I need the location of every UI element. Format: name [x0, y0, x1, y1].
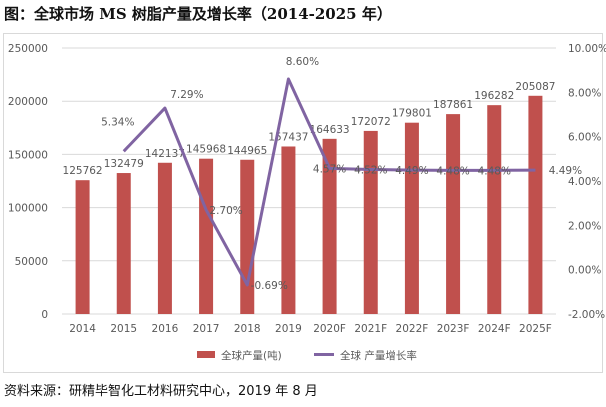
- bar: [363, 130, 378, 314]
- bar: [157, 162, 172, 314]
- growth-value-label: 4.49%: [395, 165, 428, 177]
- right-axis-tick: 6.00%: [568, 132, 601, 144]
- growth-value-label: 4.57%: [313, 163, 346, 175]
- bar-value-label: 164633: [310, 124, 350, 136]
- left-axis-tick: 100000: [8, 203, 48, 215]
- x-axis-tick: 2023F: [437, 323, 470, 335]
- growth-value-label: -0.69%: [251, 280, 288, 292]
- bar: [446, 114, 461, 314]
- x-axis-tick: 2019: [275, 323, 302, 335]
- growth-value-label: 4.49%: [549, 165, 582, 177]
- right-axis-tick: 10.00%: [568, 43, 606, 55]
- bar: [322, 138, 337, 314]
- growth-value-label: 4.48%: [436, 165, 469, 177]
- right-axis-tick: 8.00%: [568, 87, 601, 99]
- right-axis-tick: -2.00%: [568, 309, 605, 321]
- chart-frame: [3, 33, 603, 373]
- bar: [487, 105, 502, 315]
- x-axis-tick: 2022F: [396, 323, 429, 335]
- bar: [404, 122, 419, 314]
- x-axis-tick: 2025F: [519, 323, 552, 335]
- bar: [199, 158, 214, 314]
- bar: [281, 146, 296, 314]
- bar-value-label: 145968: [186, 144, 226, 156]
- bar: [240, 159, 255, 314]
- bar-value-label: 179801: [392, 108, 432, 120]
- left-axis-tick: 0: [41, 309, 48, 321]
- bar: [116, 173, 131, 314]
- x-axis-tick: 2020F: [313, 323, 346, 335]
- x-axis-tick: 2014: [69, 323, 96, 335]
- source-note: 资料来源：研精毕智化工材料研究中心，2019 年 8 月: [4, 384, 318, 399]
- bar-value-label: 172072: [351, 116, 391, 128]
- bar-value-label: 142137: [145, 148, 185, 160]
- bar: [528, 95, 543, 314]
- legend-bar-label: 全球产量(吨): [221, 349, 282, 362]
- left-axis-tick: 200000: [8, 96, 48, 108]
- growth-value-label: 4.52%: [354, 164, 387, 176]
- bar-value-label: 187861: [433, 99, 473, 111]
- growth-value-label: 7.29%: [170, 89, 203, 101]
- right-axis-tick: 0.00%: [568, 265, 601, 277]
- chart-title: 图：全球市场 MS 树脂产量及增长率（2014-2025 年）: [4, 5, 392, 23]
- left-axis-tick: 250000: [8, 43, 48, 55]
- bar-value-label: 144965: [227, 145, 267, 157]
- x-axis-tick: 2015: [110, 323, 137, 335]
- growth-value-label: 2.70%: [209, 205, 242, 217]
- legend-bar-swatch: [197, 351, 215, 358]
- x-axis-tick: 2021F: [354, 323, 387, 335]
- growth-line: [122, 77, 536, 287]
- x-axis-tick: 2018: [234, 323, 261, 335]
- growth-value-label: 8.60%: [286, 56, 319, 68]
- bar: [75, 180, 90, 314]
- left-axis-tick: 50000: [15, 256, 48, 268]
- bar-value-label: 132479: [104, 158, 144, 170]
- x-axis-tick: 2024F: [478, 323, 511, 335]
- x-axis-tick: 2016: [152, 323, 179, 335]
- growth-value-label: 4.48%: [478, 165, 511, 177]
- right-axis-tick: 4.00%: [568, 176, 601, 188]
- x-axis-tick: 2017: [193, 323, 220, 335]
- legend-line-label: 全球 产量增长率: [340, 349, 417, 362]
- bar-value-label: 125762: [63, 165, 103, 177]
- growth-value-label: 5.34%: [101, 116, 134, 128]
- left-axis-tick: 150000: [8, 149, 48, 161]
- right-axis-tick: 2.00%: [568, 220, 601, 232]
- bar-value-label: 205087: [515, 81, 555, 93]
- bar-value-label: 196282: [474, 90, 514, 102]
